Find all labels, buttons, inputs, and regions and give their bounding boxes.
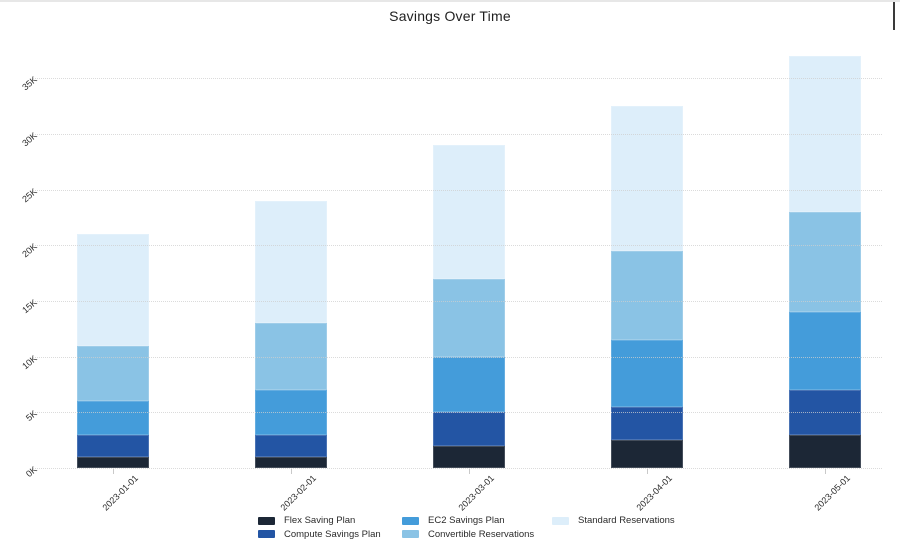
- gridline: [33, 78, 882, 80]
- legend-item-standard-reservations[interactable]: Standard Reservations: [552, 514, 675, 528]
- x-axis-tick-label: 2023-01-01: [99, 473, 140, 513]
- gridline: [33, 245, 882, 247]
- bar-segment-4[interactable]: [76, 234, 149, 346]
- bar-segment-4[interactable]: [610, 106, 683, 251]
- bar-segment-2[interactable]: [76, 401, 149, 435]
- legend-column: EC2 Savings Plan Convertible Reservations: [402, 514, 534, 541]
- gridline: [33, 134, 882, 136]
- window-top-border: [0, 0, 900, 2]
- legend-item-convertible-reservations[interactable]: Convertible Reservations: [402, 528, 534, 542]
- legend-item-compute-savings-plan[interactable]: Compute Savings Plan: [258, 528, 381, 542]
- x-axis-tick-mark: [646, 469, 648, 474]
- bar-segment-0[interactable]: [76, 456, 149, 468]
- x-axis-tick-mark: [290, 469, 292, 474]
- bar-segment-0[interactable]: [254, 456, 327, 468]
- bar-2023-01-01: [76, 234, 149, 468]
- gridline: [33, 301, 882, 303]
- bar-2023-05-01: [788, 56, 861, 468]
- bar-segment-2[interactable]: [788, 312, 861, 391]
- gridline: [33, 412, 882, 414]
- x-axis-tick-mark: [468, 469, 470, 474]
- legend-label: Compute Savings Plan: [284, 528, 381, 540]
- bar-segment-3[interactable]: [432, 278, 505, 357]
- bar-segment-3[interactable]: [76, 345, 149, 402]
- legend-swatch-icon: [258, 530, 275, 539]
- bar-segment-1[interactable]: [432, 412, 505, 446]
- bar-segment-0[interactable]: [432, 445, 505, 468]
- scrollbar-thumb[interactable]: [893, 2, 895, 30]
- gridline: [33, 468, 882, 469]
- bar-segment-1[interactable]: [254, 434, 327, 457]
- bar-segment-2[interactable]: [432, 356, 505, 413]
- bar-segment-0[interactable]: [610, 440, 683, 468]
- legend-swatch-icon: [402, 516, 419, 525]
- bar-segment-2[interactable]: [610, 340, 683, 407]
- bar-segment-4[interactable]: [254, 200, 327, 324]
- legend-column: Standard Reservations: [552, 514, 675, 528]
- bar-2023-04-01: [610, 106, 683, 468]
- legend-swatch-icon: [258, 516, 275, 525]
- chart-title: Savings Over Time: [389, 8, 511, 24]
- legend-item-ec2-savings-plan[interactable]: EC2 Savings Plan: [402, 514, 534, 528]
- x-axis-tick-label: 2023-05-01: [811, 473, 852, 513]
- legend-label: Standard Reservations: [578, 515, 675, 527]
- x-axis-tick-mark: [112, 469, 114, 474]
- legend-label: EC2 Savings Plan: [428, 515, 505, 527]
- gridline: [33, 189, 882, 191]
- bar-segment-3[interactable]: [610, 250, 683, 340]
- legend-label: Flex Saving Plan: [284, 515, 356, 527]
- x-axis-tick-mark: [824, 469, 826, 474]
- bar-segment-4[interactable]: [432, 145, 505, 279]
- bar-segment-3[interactable]: [788, 212, 861, 313]
- bar-2023-02-01: [254, 200, 327, 468]
- legend-column: Flex Saving Plan Compute Savings Plan: [258, 514, 381, 541]
- legend-swatch-icon: [402, 530, 419, 539]
- legend-item-flex-saving-plan[interactable]: Flex Saving Plan: [258, 514, 381, 528]
- legend-label: Convertible Reservations: [428, 528, 535, 540]
- gridline: [33, 356, 882, 358]
- bar-segment-1[interactable]: [76, 434, 149, 457]
- bar-segment-0[interactable]: [788, 434, 861, 468]
- bar-2023-03-01: [432, 145, 505, 468]
- legend-swatch-icon: [552, 516, 569, 525]
